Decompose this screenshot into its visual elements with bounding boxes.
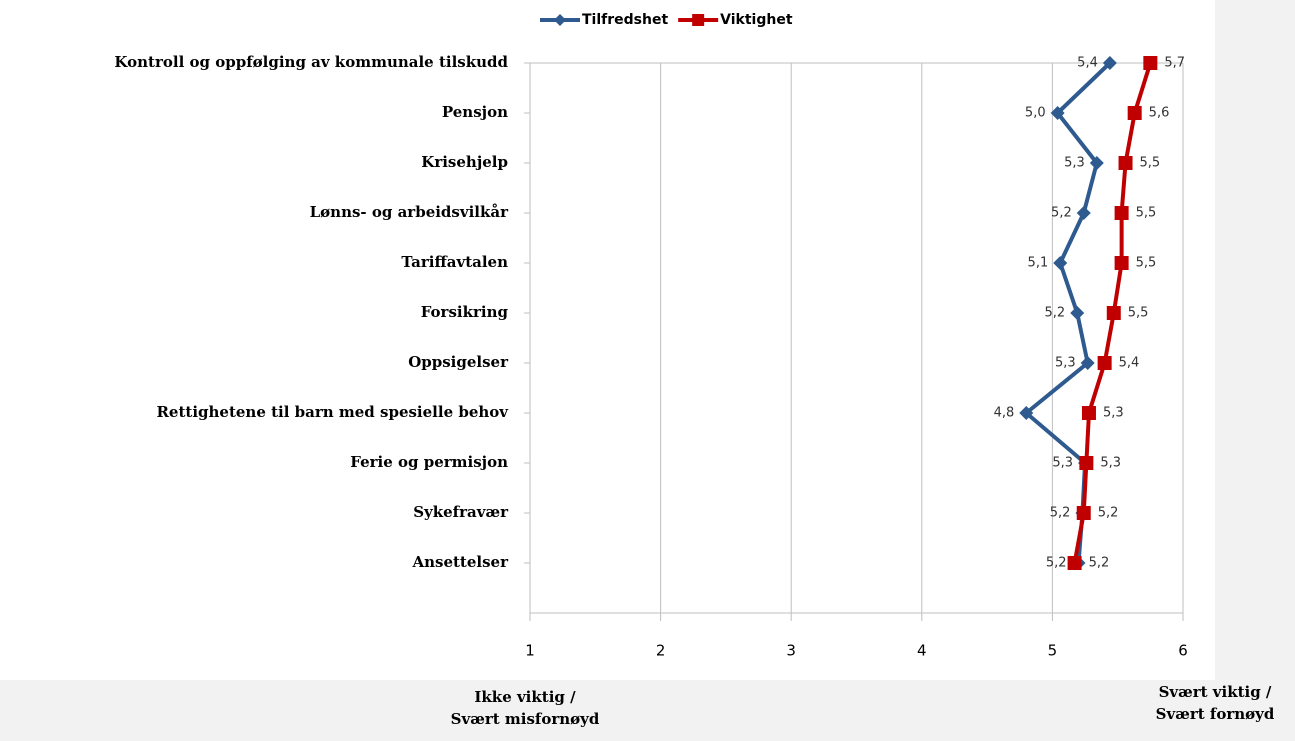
y-tick-label: Lønns- og arbeidsvilkår — [310, 203, 509, 221]
footer-band — [0, 680, 1295, 741]
annotation-line: Ikke viktig / — [474, 688, 576, 706]
axis-annotation: Svært viktig / Svært fornøyd — [1156, 683, 1275, 723]
x-tick-label: 1 — [525, 642, 535, 660]
data-point — [1118, 156, 1133, 170]
data-point — [1114, 256, 1129, 270]
x-tick-label: 3 — [786, 642, 796, 660]
data-label: 5,1 — [1028, 256, 1049, 271]
data-label: 5,2 — [1046, 556, 1067, 571]
data-point — [1070, 306, 1085, 320]
legend-label: Tilfredshet — [582, 12, 668, 28]
data-label: 5,4 — [1119, 356, 1140, 371]
data-point — [1050, 106, 1065, 120]
data-label: 5,5 — [1136, 206, 1157, 221]
data-label: 5,4 — [1077, 56, 1098, 71]
data-point — [1143, 56, 1158, 70]
x-tick-label: 2 — [656, 642, 666, 660]
data-point — [1097, 356, 1112, 370]
data-point — [1127, 106, 1142, 120]
y-tick-label: Krisehjelp — [421, 153, 508, 171]
data-label: 5,3 — [1052, 456, 1073, 471]
data-point — [1076, 206, 1091, 220]
axis-background — [0, 625, 1215, 680]
data-label: 5,2 — [1050, 506, 1071, 521]
data-label: 5,2 — [1098, 506, 1119, 521]
data-label: 5,3 — [1103, 406, 1124, 421]
data-label: 5,5 — [1140, 156, 1161, 171]
y-tick-label: Kontroll og oppfølging av kommunale tils… — [114, 53, 508, 71]
axis-annotation: Ikke viktig / Svært misfornøyd — [451, 688, 600, 728]
data-point — [1079, 456, 1094, 470]
data-point — [1114, 206, 1129, 220]
data-label: 5,0 — [1025, 106, 1046, 121]
legend-marker — [692, 14, 705, 26]
y-tick-label: Ansettelser — [411, 553, 509, 571]
y-tick-label: Rettighetene til barn med spesielle beho… — [156, 403, 509, 421]
annotation-line: Svært misfornøyd — [451, 710, 600, 728]
data-point — [1080, 356, 1095, 370]
annotation-line: Svært fornøyd — [1156, 705, 1275, 723]
data-point — [1089, 156, 1104, 170]
data-label: 5,5 — [1128, 306, 1149, 321]
x-tick-label: 4 — [917, 642, 927, 660]
x-tick-label: 5 — [1048, 642, 1058, 660]
legend-marker — [554, 14, 566, 26]
data-label: 5,5 — [1136, 256, 1157, 271]
y-tick-label: Forsikring — [421, 303, 509, 321]
y-tick-label: Oppsigelser — [408, 353, 509, 371]
data-label: 5,2 — [1051, 206, 1072, 221]
data-label: 5,2 — [1089, 556, 1110, 571]
data-point — [1067, 556, 1082, 570]
data-label: 5,3 — [1100, 456, 1121, 471]
data-point — [1019, 406, 1034, 420]
data-point — [1076, 506, 1091, 520]
y-tick-label: Sykefravær — [413, 503, 509, 521]
data-label: 5,6 — [1149, 106, 1170, 121]
data-label: 5,7 — [1164, 56, 1185, 71]
x-tick-label: 6 — [1178, 642, 1188, 660]
y-tick-label: Tariffavtalen — [401, 253, 508, 271]
y-tick-label: Ferie og permisjon — [350, 453, 508, 471]
data-point — [1081, 406, 1096, 420]
data-label: 5,3 — [1055, 356, 1076, 371]
data-point — [1102, 56, 1117, 70]
y-tick-label: Pensjon — [442, 103, 508, 121]
data-label: 5,2 — [1045, 306, 1066, 321]
chart-background — [0, 0, 1215, 680]
data-point — [1053, 256, 1068, 270]
legend-label: Viktighet — [720, 12, 793, 28]
data-point — [1106, 306, 1121, 320]
data-label: 5,3 — [1064, 156, 1085, 171]
annotation-line: Svært viktig / — [1159, 683, 1272, 701]
data-label: 4,8 — [994, 406, 1015, 421]
